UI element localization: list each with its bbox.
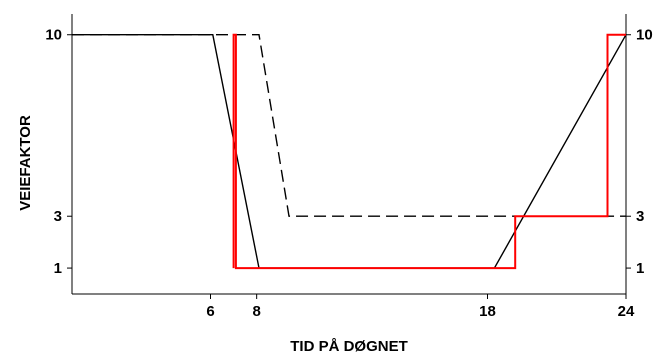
- y-axis-title: VEIEFAKTOR: [17, 115, 34, 211]
- x-tick-label: 18: [479, 303, 496, 320]
- y-tick-label-right: 3: [636, 208, 644, 225]
- solid-series-line: [72, 34, 627, 269]
- y-tick-label-left: 10: [45, 27, 62, 44]
- y-tick-label-left: 1: [54, 260, 62, 277]
- x-tick-label: 6: [206, 303, 214, 320]
- tick-labels: 6 8 18 24 1 1 3 3 10 10: [45, 27, 652, 320]
- red-step-series-line: [232, 33, 626, 270]
- y-tick-label-left: 3: [54, 208, 62, 225]
- x-tick-label: 8: [252, 303, 260, 320]
- y-tick-label-right: 10: [636, 27, 653, 44]
- series-group: [72, 33, 627, 270]
- axes: [67, 14, 631, 299]
- dashed-series-line: [72, 34, 626, 217]
- x-tick-label: 24: [618, 303, 635, 320]
- x-axis-title: TID PÅ DØGNET: [290, 338, 408, 355]
- y-tick-label-right: 1: [636, 260, 644, 277]
